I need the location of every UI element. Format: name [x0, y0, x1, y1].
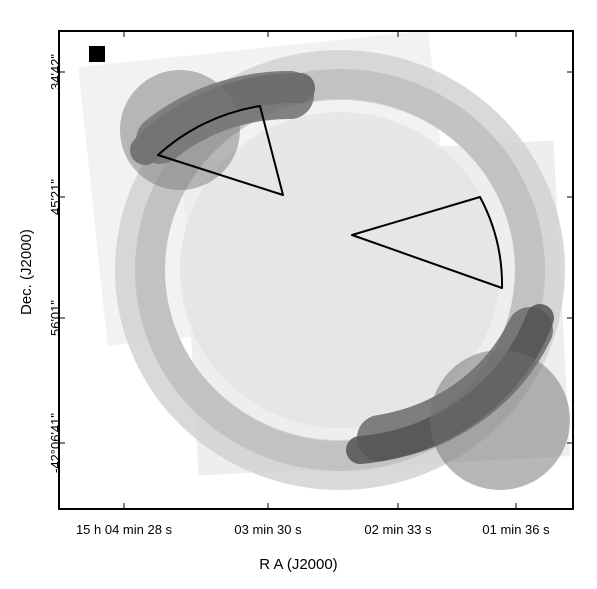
reference-marker	[89, 46, 105, 62]
plot-svg	[0, 0, 597, 589]
y-axis-label: Dec. (J2000)	[18, 229, 35, 315]
ytick-2: 56'01"	[48, 300, 63, 336]
xtick-3: 01 min 36 s	[482, 522, 549, 537]
ytick-3: -42°06'41"	[48, 413, 63, 473]
x-axis-label: R A (J2000)	[259, 556, 337, 573]
ytick-1: 45'21"	[48, 179, 63, 215]
xtick-0: 15 h 04 min 28 s	[76, 522, 172, 537]
xtick-2: 02 min 33 s	[364, 522, 431, 537]
vignette-1	[430, 350, 570, 490]
ytick-0: 34'42"	[48, 54, 63, 90]
xtick-1: 03 min 30 s	[234, 522, 301, 537]
vignette-0	[120, 70, 240, 190]
